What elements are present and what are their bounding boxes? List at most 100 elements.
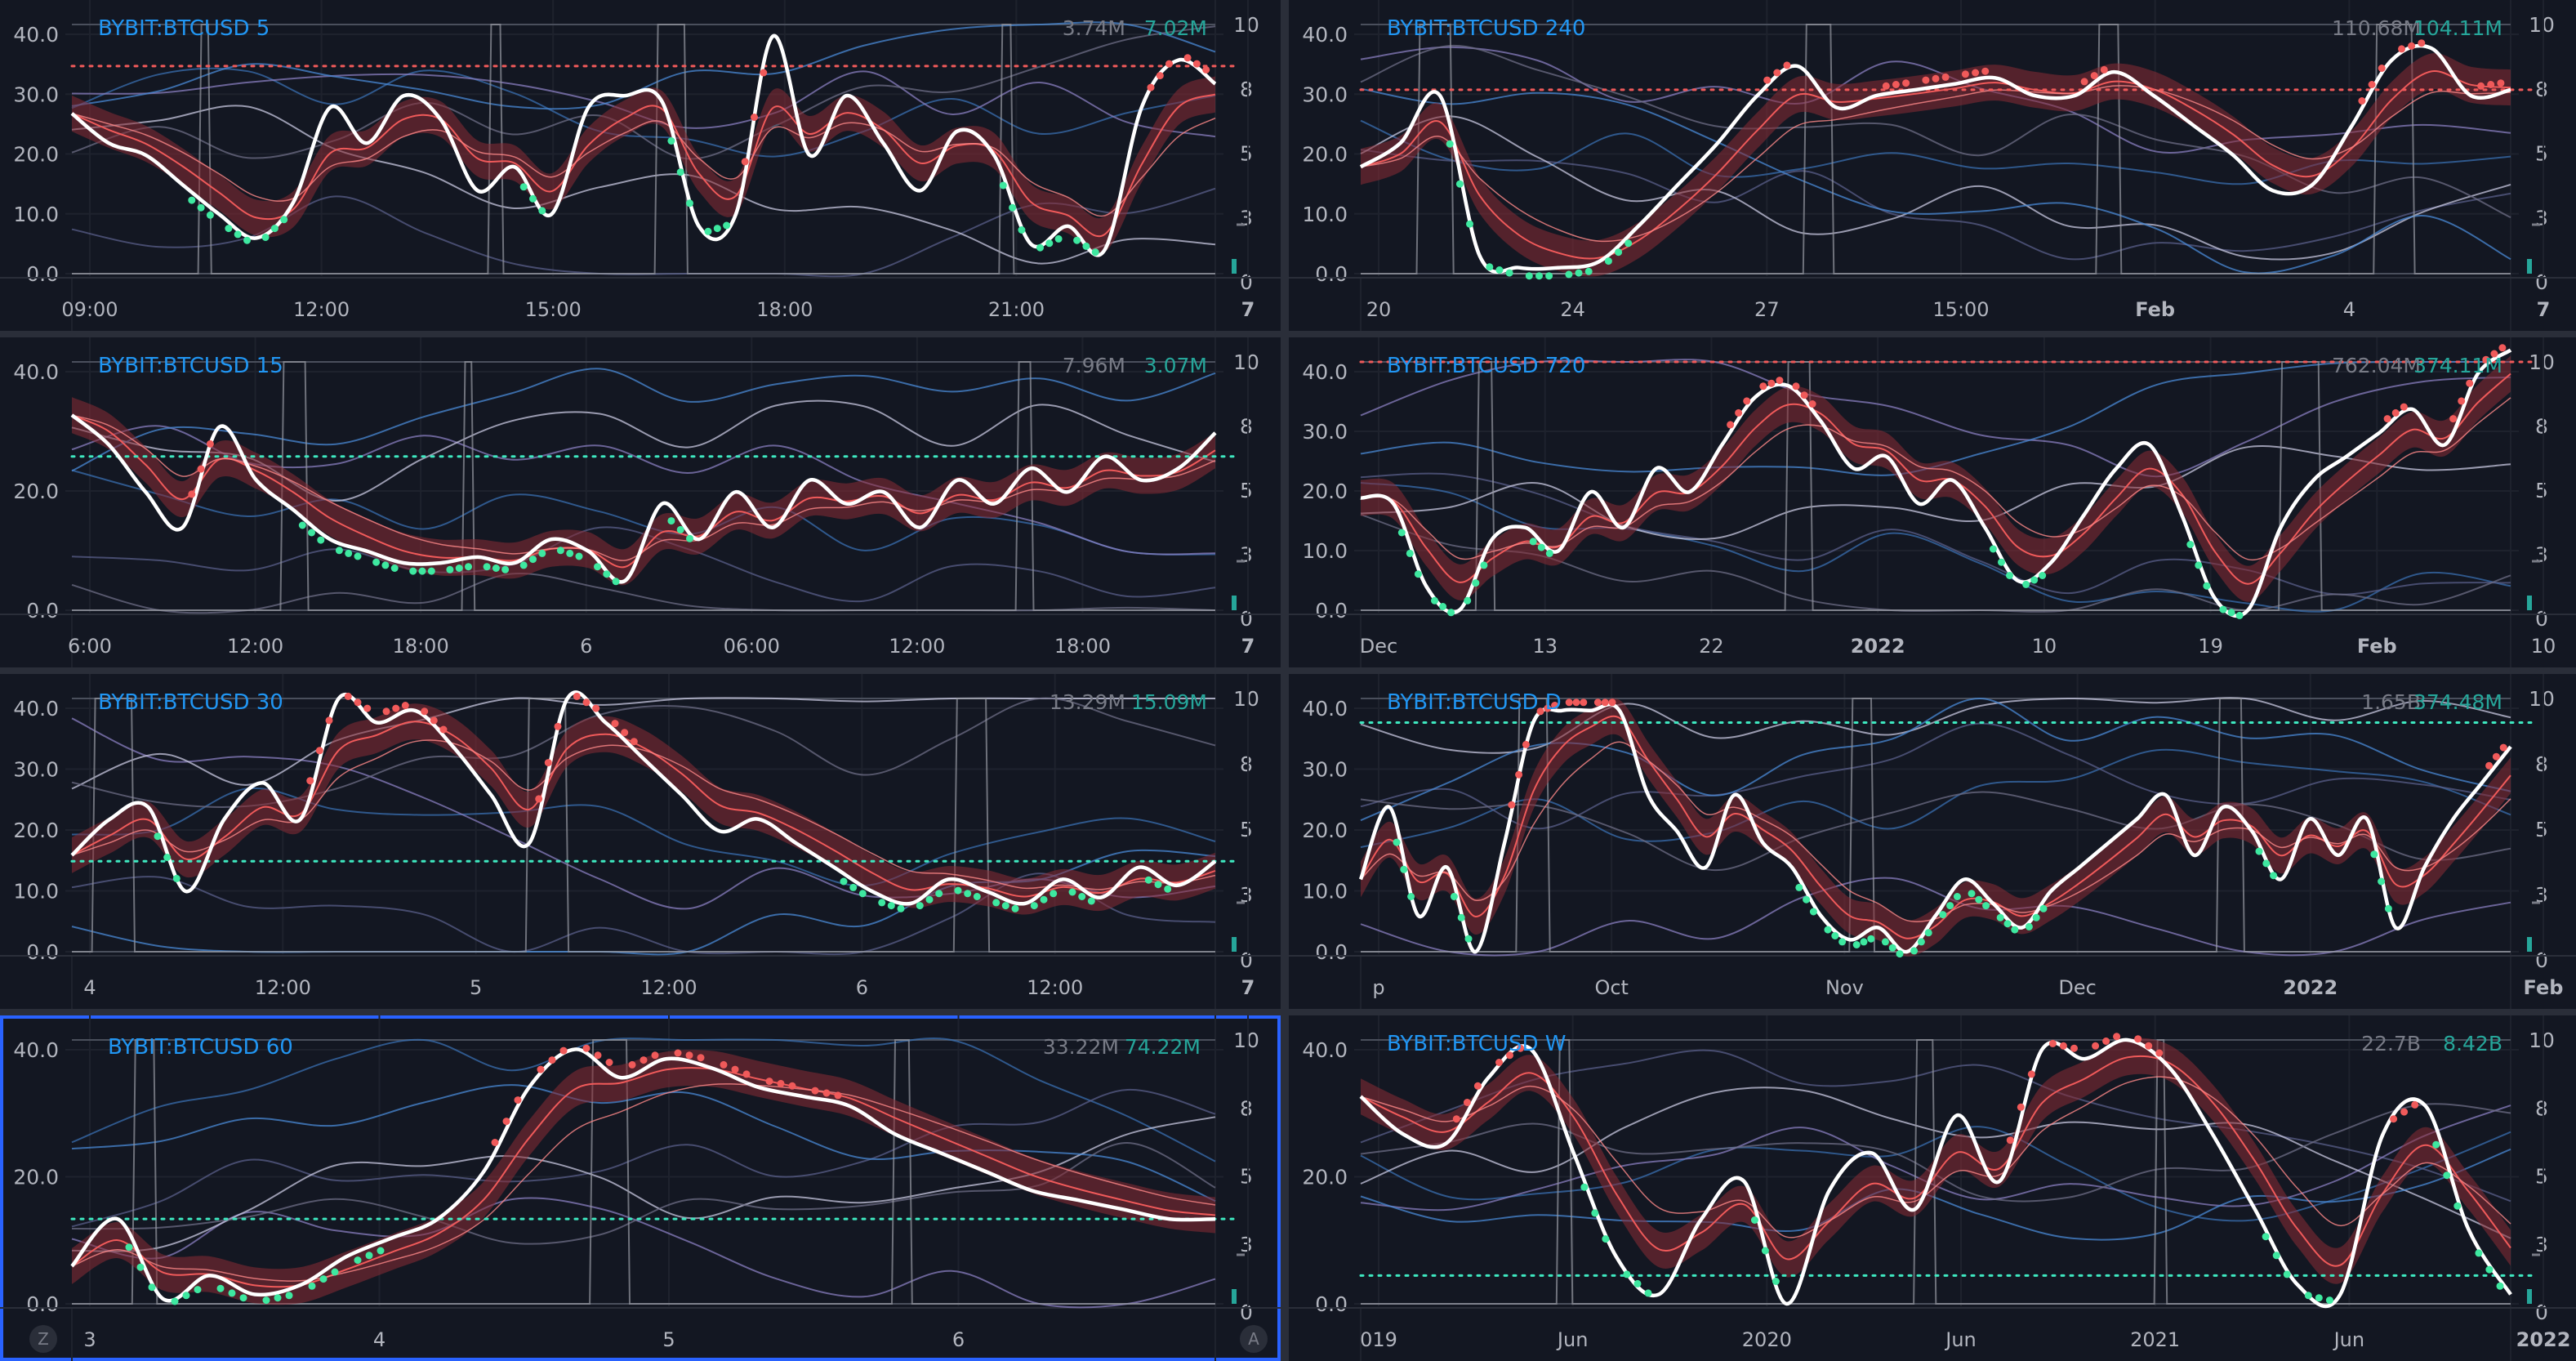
overbought-dot — [1202, 65, 1210, 74]
oversold-dot — [1795, 883, 1803, 891]
overbought-dot — [2391, 408, 2400, 417]
signal-line-slow — [1360, 85, 2511, 243]
main-oscillator-line — [70, 413, 1217, 584]
background-oscillator-line — [71, 1197, 1216, 1309]
oversold-dot — [2475, 1249, 2483, 1257]
oversold-dot — [538, 207, 546, 215]
oversold-dot — [2283, 1270, 2291, 1278]
chart-panel-1[interactable]: 40.0 30.0 20.0 10.0 0.0 10 8 5 3 0 09:00 12:00 15:00… — [0, 0, 1281, 331]
zoom-button[interactable]: Z — [29, 1325, 57, 1353]
right-axis-tick: 0 — [2535, 1301, 2548, 1324]
oversold-dot — [182, 1292, 190, 1300]
chart-panel-6[interactable]: 40.0 30.0 20.0 10.0 0.0 10 8 5 3 0 p Oct Nov Dec 2022 F… — [1289, 674, 2576, 1009]
background-oscillator-line — [71, 572, 1216, 614]
chart-panel-2[interactable]: 40.0 30.0 20.0 10.0 0.0 10 8 5 3 0 20 24 27 15:00 Feb 4… — [1289, 0, 2576, 331]
chart-panel-4[interactable]: 40.0 30.0 20.0 10.0 0.0 10 8 5 3 0 Dec 13 22 2022 10 19… — [1289, 337, 2576, 667]
left-axis-tick: 30.0 — [13, 758, 59, 782]
overbought-dot — [2497, 79, 2505, 87]
symbol-title[interactable]: BYBIT:BTCUSD 5 — [98, 16, 270, 41]
oversold-dot — [999, 181, 1007, 190]
overbought-dot — [611, 720, 619, 728]
left-axis-tick: 40.0 — [1302, 360, 1348, 384]
overbought-dot — [548, 1056, 556, 1064]
left-axis-tick: 30.0 — [1302, 420, 1348, 444]
oversold-dot — [1982, 902, 1990, 910]
oversold-dot — [261, 234, 270, 241]
left-axis-tick: 40.0 — [13, 697, 59, 721]
signal-line-slow — [71, 739, 1216, 890]
oversold-dot — [1750, 1216, 1758, 1224]
oversold-dot — [243, 236, 251, 244]
right-axis-tick: 10 — [2529, 687, 2555, 711]
overbought-dot — [2482, 355, 2490, 364]
regime-step-line — [72, 1039, 1215, 1305]
left-axis-tick: 0.0 — [1315, 940, 1348, 964]
overbought-dot — [1601, 698, 1609, 707]
signal-line-slow — [71, 1083, 1216, 1282]
oversold-dot — [1989, 545, 1997, 553]
volume-bar — [1232, 1289, 1237, 1304]
symbol-title[interactable]: BYBIT:BTCUSD W — [1387, 1032, 1567, 1056]
horizontal-divider-2[interactable] — [0, 667, 2576, 674]
oversold-dot — [1001, 902, 1009, 910]
volume-value-b: 7.02M — [1143, 16, 1207, 40]
left-axis-tick: 20.0 — [13, 819, 59, 842]
overbought-dot — [1735, 408, 1743, 417]
oversold-dot — [216, 1284, 225, 1292]
x-axis-tick: 12:00 — [293, 298, 350, 321]
oversold-dot — [2006, 572, 2013, 579]
overbought-dot — [1743, 397, 1751, 405]
background-oscillator-line — [71, 1088, 1216, 1228]
symbol-title[interactable]: BYBIT:BTCUSD 240 — [1387, 16, 1586, 41]
vertical-divider[interactable] — [1281, 0, 1289, 1361]
symbol-title[interactable]: BYBIT:BTCUSD 720 — [1387, 354, 1586, 378]
chart-panel-3[interactable]: 40.0 20.0 0.0 10 8 5 3 0 6:00 12:00 18:00 6 06:00 12:… — [0, 337, 1281, 667]
overbought-dot — [1580, 698, 1588, 707]
symbol-title[interactable]: BYBIT:BTCUSD 60 — [108, 1035, 293, 1060]
oversold-dot — [1535, 272, 1543, 280]
symbol-title[interactable]: BYBIT:BTCUSD D — [1387, 690, 1562, 715]
symbol-title[interactable]: BYBIT:BTCUSD 30 — [98, 690, 283, 715]
oversold-dot — [1996, 913, 2004, 921]
overbought-dot — [674, 1049, 682, 1057]
chart-panel-5[interactable]: 40.0 30.0 20.0 10.0 0.0 10 8 5 3 0 4 12:00 5 12:00 6 12… — [0, 674, 1281, 1009]
auto-scale-button[interactable]: A — [1240, 1325, 1268, 1353]
oversold-dot — [1407, 893, 1415, 900]
overbought-dot — [2499, 743, 2507, 752]
oversold-dot — [1450, 893, 1458, 900]
overbought-dot — [554, 722, 562, 730]
x-axis-tick: 6:00 — [68, 635, 112, 658]
x-axis-tick: 12:00 — [255, 976, 311, 999]
right-axis-tick: 10 — [2529, 350, 2555, 374]
overbought-dot — [2145, 1042, 2153, 1050]
oversold-dot — [1011, 904, 1019, 913]
signal-line-slow — [71, 113, 1216, 217]
signal-line-slow — [1360, 1076, 2511, 1238]
oversold-dot — [163, 854, 172, 861]
oversold-dot — [1446, 140, 1454, 148]
overbought-dot — [2466, 379, 2474, 387]
oversold-dot — [1154, 881, 1162, 889]
oversold-dot — [612, 578, 620, 586]
horizontal-divider-1[interactable] — [0, 331, 2576, 337]
chart-panel-7[interactable]: 40.020.00.010853034567BYBIT:BTCUSD 6033.… — [0, 1015, 1281, 1361]
overbought-dot — [1727, 421, 1735, 429]
oversold-dot — [1472, 579, 1480, 587]
overbought-dot — [306, 777, 314, 785]
oversold-dot — [1505, 269, 1513, 277]
left-axis-tick: 10.0 — [13, 880, 59, 904]
oversold-dot — [446, 565, 454, 573]
overbought-dot — [421, 707, 429, 716]
overbought-dot — [1572, 698, 1580, 707]
horizontal-divider-3[interactable] — [0, 1009, 2576, 1015]
oversold-dot — [1580, 1183, 1589, 1191]
x-axis-tick: 12:00 — [640, 976, 697, 999]
oversold-dot — [1968, 890, 1976, 898]
symbol-title[interactable]: BYBIT:BTCUSD 15 — [98, 354, 283, 378]
x-axis-tick: 4 — [373, 1328, 386, 1351]
right-axis-tick: 10 — [1233, 350, 1259, 374]
chart-panel-8[interactable]: 40.0 20.0 0.0 10 8 5 3 0 019 Jun 2020 Jun 2021 Jun 202… — [1289, 1015, 2576, 1361]
oversold-dot — [1397, 529, 1406, 537]
oversold-dot — [2378, 877, 2386, 886]
x-axis-tick: 4 — [83, 976, 96, 999]
